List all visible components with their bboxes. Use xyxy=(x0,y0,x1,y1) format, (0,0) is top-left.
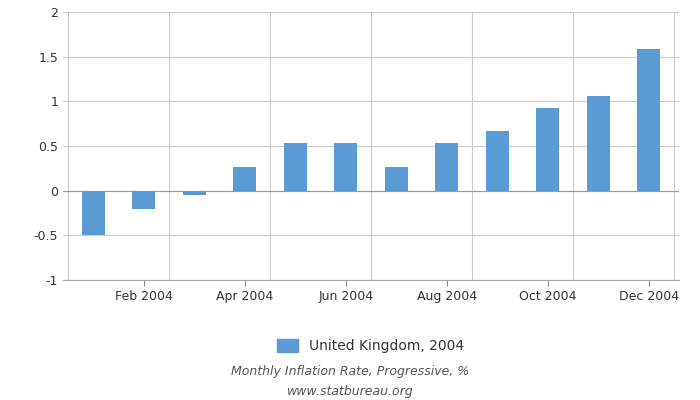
Text: www.statbureau.org: www.statbureau.org xyxy=(287,386,413,398)
Bar xyxy=(183,191,206,195)
Bar xyxy=(284,143,307,191)
Bar xyxy=(132,191,155,208)
Bar xyxy=(335,143,357,191)
Bar xyxy=(486,131,509,191)
Bar xyxy=(536,108,559,191)
Legend: United Kingdom, 2004: United Kingdom, 2004 xyxy=(272,334,470,359)
Bar xyxy=(637,49,660,191)
Text: Monthly Inflation Rate, Progressive, %: Monthly Inflation Rate, Progressive, % xyxy=(231,366,469,378)
Bar xyxy=(385,166,407,191)
Bar xyxy=(587,96,610,191)
Bar xyxy=(233,166,256,191)
Bar xyxy=(82,191,105,235)
Bar xyxy=(435,143,458,191)
